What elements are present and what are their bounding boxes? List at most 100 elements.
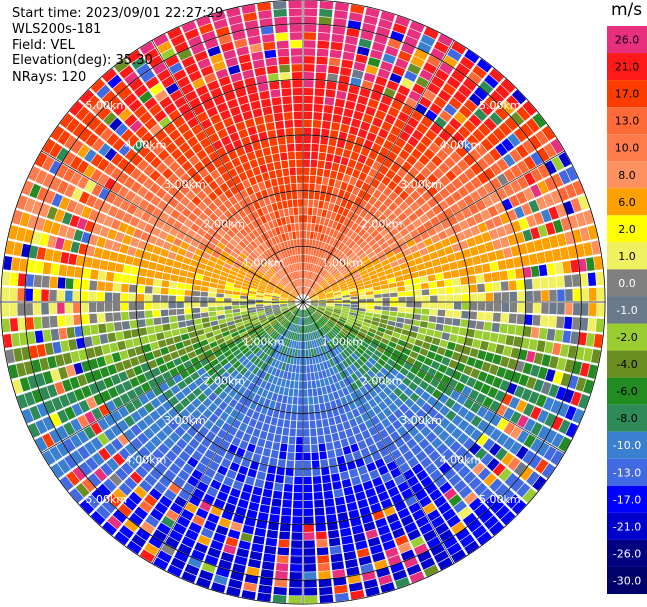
- velocity-gate: [515, 144, 529, 159]
- velocity-gate: [407, 529, 421, 541]
- velocity-gate: [290, 306, 297, 312]
- velocity-gate: [208, 306, 216, 312]
- velocity-gate: [238, 209, 247, 219]
- velocity-gate: [463, 194, 475, 206]
- velocity-gate: [459, 534, 475, 548]
- velocity-gate: [474, 330, 483, 340]
- colorbar-swatch: [607, 269, 647, 297]
- velocity-gate: [259, 576, 273, 586]
- velocity-gate: [348, 252, 356, 260]
- velocity-gate: [339, 233, 346, 242]
- velocity-gate: [266, 313, 274, 318]
- velocity-gate: [340, 156, 349, 166]
- velocity-gate: [314, 312, 321, 319]
- velocity-gate: [264, 49, 277, 59]
- velocity-gate: [223, 362, 232, 371]
- velocity-gate: [332, 114, 342, 123]
- velocity-gate: [272, 295, 280, 299]
- velocity-gate: [372, 258, 381, 266]
- velocity-gate: [256, 257, 264, 265]
- velocity-gate: [155, 175, 167, 187]
- velocity-gate: [395, 322, 404, 329]
- velocity-gate: [137, 354, 147, 364]
- velocity-gate: [126, 203, 138, 215]
- velocity-gate: [415, 420, 426, 432]
- velocity-gate: [177, 214, 187, 224]
- velocity-gate: [303, 223, 307, 231]
- velocity-gate: [366, 305, 374, 310]
- velocity-gate: [395, 534, 409, 546]
- velocity-gate: [567, 245, 578, 259]
- velocity-gate: [455, 231, 466, 242]
- velocity-gate: [291, 348, 296, 357]
- velocity-gate: [406, 239, 416, 248]
- velocity-gate: [355, 415, 364, 425]
- velocity-gate: [431, 337, 441, 346]
- velocity-gate: [34, 330, 44, 344]
- velocity-gate: [310, 428, 317, 437]
- velocity-gate: [284, 338, 289, 346]
- velocity-gate: [51, 193, 63, 208]
- velocity-gate: [572, 408, 585, 424]
- velocity-gate: [474, 447, 488, 461]
- velocity-gate: [192, 420, 203, 431]
- velocity-gate: [358, 252, 367, 260]
- velocity-gate: [233, 202, 243, 212]
- velocity-gate: [229, 357, 238, 366]
- velocity-gate: [326, 409, 334, 418]
- velocity-gate: [316, 310, 324, 315]
- velocity-gate: [360, 121, 371, 132]
- velocity-gate: [84, 441, 97, 456]
- velocity-gate: [275, 120, 285, 130]
- velocity-gate: [468, 389, 480, 401]
- velocity-gate: [418, 269, 427, 277]
- velocity-gate: [149, 410, 161, 422]
- velocity-gate: [381, 472, 393, 483]
- velocity-gate: [192, 285, 201, 291]
- velocity-gate: [319, 378, 326, 387]
- velocity-gate: [208, 191, 218, 202]
- velocity-gate: [380, 95, 393, 106]
- velocity-gate: [149, 487, 163, 501]
- velocity-gate: [78, 399, 91, 413]
- velocity-gate: [277, 177, 284, 186]
- velocity-gate: [476, 406, 488, 418]
- velocity-gate: [511, 89, 527, 105]
- velocity-gate: [200, 527, 214, 539]
- velocity-gate: [378, 465, 389, 476]
- velocity-gate: [479, 253, 489, 264]
- velocity-gate: [310, 247, 315, 256]
- velocity-gate: [312, 314, 318, 321]
- velocity-gate: [212, 60, 226, 72]
- velocity-gate: [41, 275, 50, 288]
- velocity-gate: [16, 195, 28, 210]
- velocity-gate: [482, 331, 491, 341]
- velocity-gate: [183, 376, 194, 386]
- velocity-gate: [333, 259, 340, 267]
- velocity-gate: [182, 257, 192, 265]
- velocity-gate: [324, 498, 335, 507]
- velocity-gate: [310, 315, 315, 323]
- velocity-gate: [260, 265, 268, 272]
- velocity-gate: [274, 210, 281, 219]
- velocity-gate: [291, 72, 303, 80]
- velocity-gate: [225, 313, 233, 319]
- velocity-gate: [241, 458, 251, 468]
- velocity-gate: [304, 40, 316, 48]
- velocity-gate: [229, 106, 241, 117]
- velocity-gate: [318, 16, 332, 26]
- velocity-gate: [49, 160, 62, 175]
- velocity-gate: [200, 291, 209, 297]
- velocity-gate: [300, 286, 303, 295]
- velocity-gate: [340, 413, 348, 423]
- velocity-gate: [54, 354, 65, 367]
- velocity-gate: [193, 362, 203, 371]
- velocity-gate: [264, 294, 272, 297]
- velocity-gate: [269, 514, 280, 523]
- velocity-gate: [268, 316, 276, 322]
- velocity-gate: [238, 172, 248, 182]
- velocity-gate: [318, 570, 331, 580]
- velocity-gate: [297, 405, 303, 413]
- velocity-gate: [69, 488, 84, 503]
